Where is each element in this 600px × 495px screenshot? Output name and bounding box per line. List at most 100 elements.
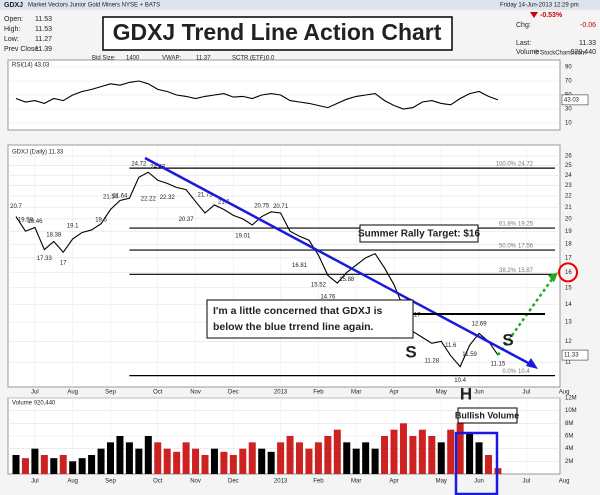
volume-bar [466, 432, 474, 474]
volume-box [457, 407, 518, 424]
shoulder-label: S [502, 330, 513, 349]
description: Market Vectors Junior Gold Miners NYSE +… [28, 3, 160, 9]
y-tick-label: 23 [565, 183, 572, 189]
volume-bar [267, 451, 275, 474]
panel-title: RSI(14) 43.03 [12, 63, 50, 69]
x-tick-label: Feb [313, 479, 324, 485]
volume-bar [381, 436, 389, 474]
volume-bar [286, 436, 294, 474]
title-box [102, 16, 453, 51]
field-value: -0.06 [580, 22, 596, 29]
point-label: 21.73 [197, 193, 213, 199]
volume-bar [107, 442, 114, 474]
y-tick-label: 22 [565, 194, 572, 200]
point-label: 15.88 [339, 277, 355, 283]
head-label: H [460, 384, 472, 403]
volume-bar [97, 448, 105, 474]
x-tick-label: May [436, 479, 447, 485]
x-tick-label: Nov [190, 390, 201, 396]
point-label: 11.28 [425, 359, 440, 365]
point-label: 14.76 [320, 294, 336, 300]
field-label: Prev Close: [4, 46, 40, 53]
volume-bar [50, 458, 58, 474]
trend-arrow [526, 358, 538, 369]
point-label: 17 [60, 260, 67, 266]
x-tick-label: Aug [67, 479, 78, 485]
header-band [0, 0, 600, 10]
volume-bar [144, 436, 152, 474]
field-value: 11.37 [196, 56, 211, 62]
volume-bar [135, 448, 143, 474]
fib-value: 19.25 [518, 222, 534, 228]
y-tick-label: 25 [565, 163, 572, 169]
point-label: 21.54 [103, 195, 119, 201]
field-value: 11.27 [35, 36, 52, 43]
y-tick-label: 90 [565, 65, 572, 71]
x-tick-label: Jul [31, 390, 39, 396]
y-tick-label: 12M [565, 396, 577, 402]
volume-bar [182, 442, 190, 474]
y-tick-label: 24 [565, 173, 572, 179]
point-label: 15.52 [311, 282, 327, 288]
point-label: 21.1 [218, 200, 230, 206]
y-tick-label: 20 [565, 216, 572, 222]
point-label: 19.6 [95, 217, 107, 223]
fib-value: 10.4 [518, 369, 530, 375]
y-tick-label: 12 [565, 339, 572, 345]
y-tick-label: 4M [565, 446, 573, 452]
target-box [359, 224, 479, 243]
point-label: 19.58 [18, 218, 34, 224]
volume-highlight [454, 431, 499, 495]
fib-label: 61.8% [499, 222, 517, 228]
fib-label: 50.0% [499, 244, 517, 250]
volume-bar [125, 442, 133, 474]
fib-label: 0.0% [502, 369, 516, 375]
shoulder-label: S [405, 342, 416, 361]
y-tick-label: 6M [565, 434, 573, 440]
x-tick-label: Jun [474, 390, 484, 396]
field-value: 11.53 [35, 26, 52, 33]
volume-bar [59, 455, 67, 474]
volume-bar [163, 448, 171, 474]
point-label: 18.38 [46, 233, 62, 239]
field-label: Low: [4, 36, 19, 43]
x-tick-label: Jul [31, 479, 39, 485]
y-tick-label: 2M [565, 459, 573, 465]
x-tick-label: Aug [67, 390, 78, 396]
point-label: 21.64 [112, 194, 128, 200]
last-value: 43.03 [564, 97, 580, 103]
x-tick-label: Mar [351, 479, 361, 485]
volume-bar [475, 442, 483, 474]
credit: © StockCharts.com [534, 50, 586, 57]
volume-bar [31, 448, 39, 474]
fib-label: 38.2% [499, 268, 517, 274]
trend-line [144, 156, 533, 367]
volume-bar [258, 448, 266, 474]
point-label: 24.72 [131, 162, 147, 168]
x-tick-label: Jul [522, 390, 530, 396]
field-label: Bid Size: [92, 56, 116, 62]
volume-bar [220, 451, 228, 474]
price-line [15, 171, 499, 368]
field-label: Chg: [516, 22, 531, 29]
volume-bar [201, 455, 209, 474]
x-tick-label: 2013 [274, 390, 288, 396]
field-label: Open: [4, 16, 23, 23]
down-arrow [530, 12, 538, 18]
x-tick-label: Sep [105, 390, 116, 396]
volume-bar [314, 442, 322, 474]
volume-bar [333, 429, 341, 474]
volume-bar [40, 455, 48, 474]
fib-label: 100.0% [496, 162, 517, 168]
x-tick-label: Apr [389, 390, 398, 396]
y-tick-label: 70 [565, 79, 572, 85]
y-tick-label: 15 [565, 285, 572, 291]
last-value: 11.33 [564, 353, 579, 359]
point-label: 22.32 [160, 195, 176, 201]
x-tick-label: Dec [228, 390, 239, 396]
point-label: 20.75 [254, 204, 270, 210]
y-tick-label: 30 [565, 107, 572, 113]
point-label: 11.6 [445, 343, 457, 349]
y-tick-label: 13 [565, 320, 572, 326]
